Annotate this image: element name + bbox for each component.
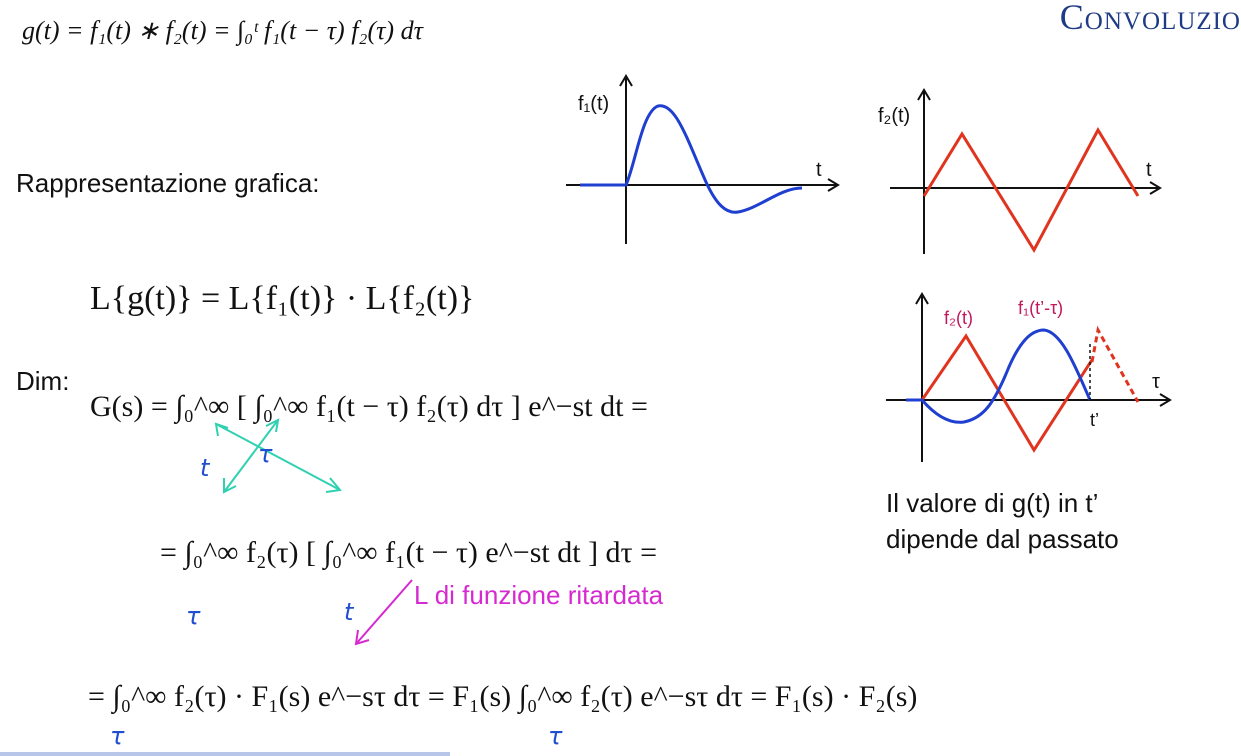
conv-xlabel: τ xyxy=(1152,371,1160,393)
graph-f2: f₂(t) t xyxy=(878,88,1162,254)
slide-title: Convoluzio xyxy=(1059,0,1241,37)
f2-xlabel: t xyxy=(1146,159,1152,181)
f1-curve xyxy=(580,104,803,214)
formula-text: g(t) = f₁(t) ∗ f₂(t) = ∫₀ᵗ f₁(t − τ) f₂(… xyxy=(22,16,423,45)
hand-tau-2: τ xyxy=(186,602,201,630)
teal-arrows xyxy=(214,418,342,494)
f1-xlabel: t xyxy=(816,159,822,181)
conv-tick-tprime: t’ xyxy=(1090,410,1099,430)
caption-line-1: Il valore di g(t) in t’ xyxy=(886,488,1099,518)
conv-f1-reversed xyxy=(906,328,1092,424)
x-axis-arrow-icon xyxy=(1149,181,1162,195)
hand-tau-3: τ xyxy=(110,722,125,750)
dim-label: Dim: xyxy=(16,366,70,396)
graph-convolution: f₂(t) f₁(t’-τ) τ t’ xyxy=(886,292,1172,462)
hand-t-1: t xyxy=(200,454,210,482)
conv-f1-dashed xyxy=(1090,325,1140,403)
hand-tau-4: τ xyxy=(548,722,563,750)
f2-ylabel: f₂(t) xyxy=(878,105,910,127)
hand-tau-1: τ xyxy=(258,440,273,468)
f1-ylabel: f₁(t) xyxy=(578,93,609,115)
x-axis-arrow-icon xyxy=(827,178,840,192)
y-axis-arrow-icon xyxy=(915,292,929,305)
proof-step-1: G(s) = ∫₀^∞ [ ∫₀^∞ f₁(t − τ) f₂(τ) dτ ] … xyxy=(90,390,648,423)
y-axis-arrow-icon xyxy=(917,88,931,101)
rappresentazione-label: Rappresentazione grafica: xyxy=(16,168,320,198)
magenta-arrow xyxy=(354,579,413,646)
x-axis-arrow-icon xyxy=(1159,393,1172,407)
conv-label-f1: f₁(t’-τ) xyxy=(1018,298,1063,318)
proof-step-3: = ∫₀^∞ f₂(τ) · F₁(s) e^−sτ dτ = F₁(s) ∫₀… xyxy=(88,680,918,713)
y-axis-arrow-icon xyxy=(619,74,633,87)
bottom-bar xyxy=(0,752,450,756)
convolution-definition: g(t) = f₁(t) ∗ f₂(t) = ∫₀ᵗ f₁(t − τ) f₂(… xyxy=(22,16,423,46)
laplace-property: L{g(t)} = L{f₁(t)} · L{f₂(t)} xyxy=(90,280,475,317)
hand-t-2: t xyxy=(344,598,354,626)
graph-f1: f₁(t) t xyxy=(566,74,840,244)
annotation-ritardata: L di funzione ritardata xyxy=(414,580,664,610)
f2-triangle-wave xyxy=(922,126,1140,254)
caption-line-2: dipende dal passato xyxy=(886,524,1119,554)
proof-step-2: = ∫₀^∞ f₂(τ) [ ∫₀^∞ f₁(t − τ) e^−st dt ]… xyxy=(160,536,658,569)
conv-label-f2: f₂(t) xyxy=(944,308,973,328)
